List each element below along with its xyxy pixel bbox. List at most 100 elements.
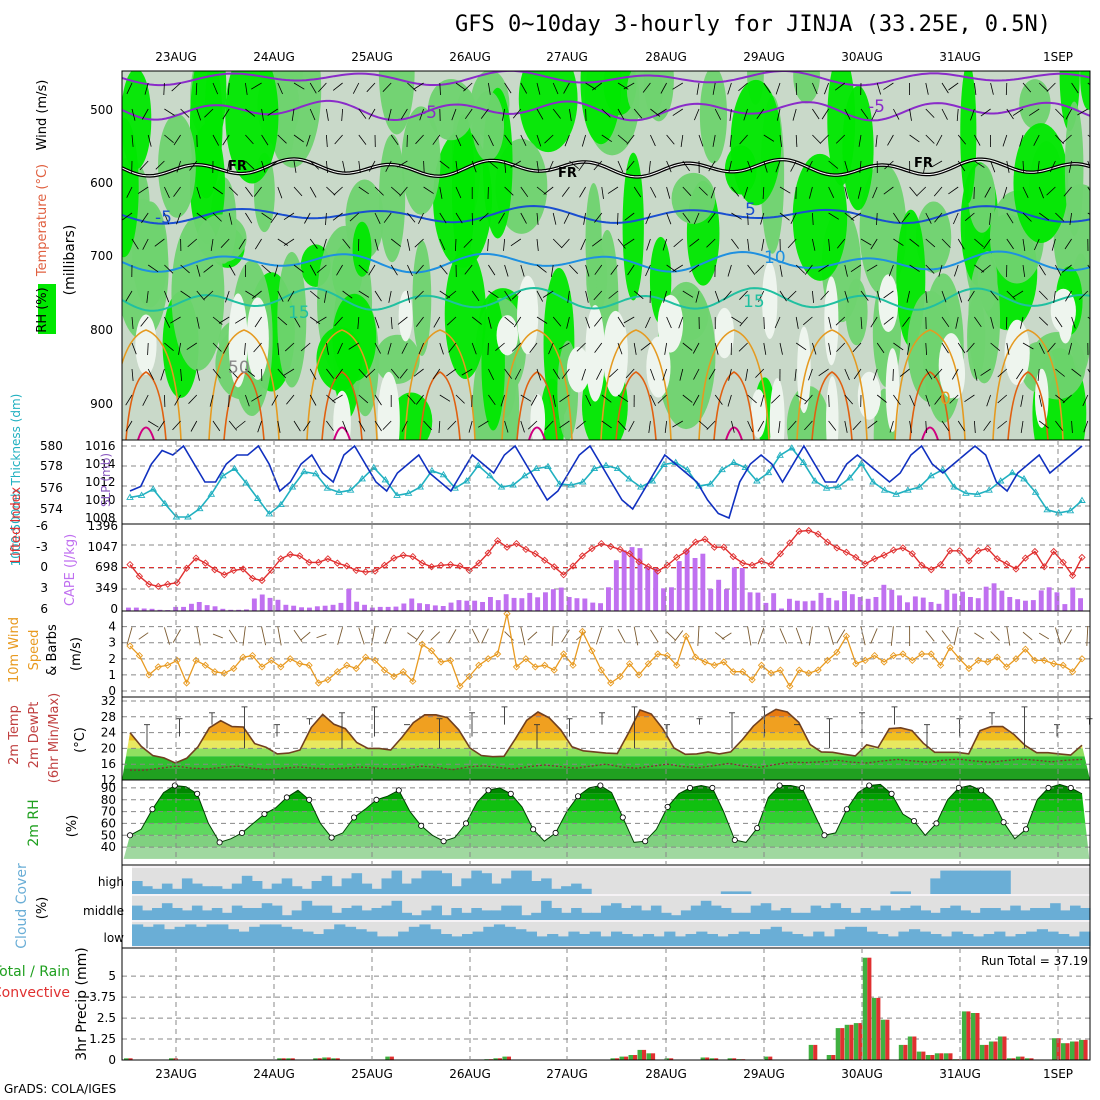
wind-barb <box>812 238 816 251</box>
wind-barb <box>309 160 320 170</box>
rh-dry-bubble <box>857 371 881 420</box>
cape-bar <box>582 598 588 611</box>
wind-barb <box>254 316 262 328</box>
rh-point <box>1067 784 1074 791</box>
wind-barb <box>309 316 321 325</box>
wind-barb <box>173 186 181 197</box>
wind-speed-point <box>541 661 549 669</box>
rh-point <box>642 838 649 845</box>
precip-total-bar <box>835 1028 841 1060</box>
lifted-index-point <box>1012 565 1020 573</box>
wind-barb <box>633 108 643 119</box>
wind-barb <box>876 82 881 95</box>
wind-barb <box>293 316 301 328</box>
wind-barb <box>867 420 878 429</box>
wind-barb-10m <box>212 633 223 639</box>
cape-bar <box>653 568 659 611</box>
wind-barb-10m <box>674 630 684 642</box>
cloud-cell <box>462 934 474 946</box>
wind-barb <box>727 82 732 95</box>
lifted-index-point <box>550 563 558 571</box>
wind-barb <box>401 342 408 354</box>
wind-barb-10m <box>1063 629 1072 643</box>
cape-bar <box>661 588 666 611</box>
wind-barb <box>1038 420 1050 429</box>
wind-speed-point <box>833 648 841 657</box>
precip-tick: 2.5 <box>97 1011 116 1025</box>
cape-bar <box>425 604 430 611</box>
cloud-cell <box>898 931 910 946</box>
date-label-top: 28AUG <box>645 50 687 64</box>
wind-barb <box>859 160 862 173</box>
wind-barb-10m <box>126 627 133 645</box>
wind-barb <box>580 238 586 251</box>
cloud-cell <box>1000 870 1011 894</box>
wind-barb <box>812 82 818 95</box>
lifted-index-point <box>324 555 332 563</box>
rh-blob <box>915 201 952 274</box>
wind-barb <box>283 238 295 246</box>
wind-barb-10m <box>1006 626 1011 646</box>
wind-barb <box>925 342 927 356</box>
wind-barb <box>883 290 894 299</box>
axis-label: (6hr Min/Max) <box>47 693 62 783</box>
wind-barb <box>1062 134 1072 144</box>
wind-barb <box>446 290 457 299</box>
wind-barb <box>664 420 667 433</box>
wind-barb <box>212 368 221 379</box>
wind-barb <box>218 316 230 324</box>
wind-barb <box>267 108 279 116</box>
lifted-index-point <box>974 547 982 555</box>
rh-blob <box>374 334 420 384</box>
wind-barb <box>844 212 855 221</box>
wind-barb <box>566 316 570 329</box>
wind-barb <box>316 264 327 274</box>
wind-barb-10m <box>953 626 959 646</box>
cloud-cell <box>1047 931 1059 946</box>
precip-total-bar <box>619 1056 624 1060</box>
cloud-cell <box>790 912 802 920</box>
rh-point <box>776 782 783 789</box>
cloud-cell <box>696 931 708 946</box>
wind-barb <box>804 264 813 275</box>
wind-barb <box>277 368 287 379</box>
rh-dry-bubble <box>246 297 269 380</box>
wind-barb <box>835 134 846 144</box>
rh-band <box>122 793 1090 800</box>
rh-blob <box>699 71 728 164</box>
wind-barb <box>951 368 959 380</box>
precip-total-bar <box>862 957 868 1060</box>
wind-barb <box>583 212 586 225</box>
lifted-index-point <box>333 559 342 567</box>
temp-contour-m5-top <box>122 71 1090 87</box>
cloud-cell <box>640 910 652 920</box>
thickness-series-point <box>938 465 947 473</box>
cloud-cell <box>419 924 431 946</box>
precip-tick: 0 <box>108 1053 116 1067</box>
wind-barb <box>712 134 716 147</box>
wind-barb <box>633 290 644 300</box>
wind-barb <box>957 342 966 354</box>
thickness-series-point <box>625 475 633 482</box>
cloud-cell <box>132 905 143 920</box>
precip-total-bar <box>997 1036 1003 1060</box>
wind-barb <box>326 134 328 148</box>
wind-barb <box>967 290 975 302</box>
lifted-index-point <box>352 566 360 575</box>
lifted-index-point <box>201 559 210 567</box>
temp-contour-30 <box>725 426 743 440</box>
wind-barb-10m <box>228 629 238 643</box>
wind-barb <box>358 134 367 145</box>
wind-barb <box>997 394 1008 404</box>
rh-band <box>122 835 1090 848</box>
temp-contour-30 <box>333 426 351 440</box>
lifted-index-point <box>889 546 898 554</box>
wind-barb <box>337 342 343 355</box>
wind-barb <box>779 264 783 277</box>
cloud-cell <box>980 870 991 894</box>
thickness-series-point <box>509 481 517 488</box>
cloud-cell <box>720 891 732 894</box>
wind-barb <box>1062 394 1072 404</box>
cloud-cell <box>951 931 963 946</box>
cloud-cell <box>970 912 981 920</box>
